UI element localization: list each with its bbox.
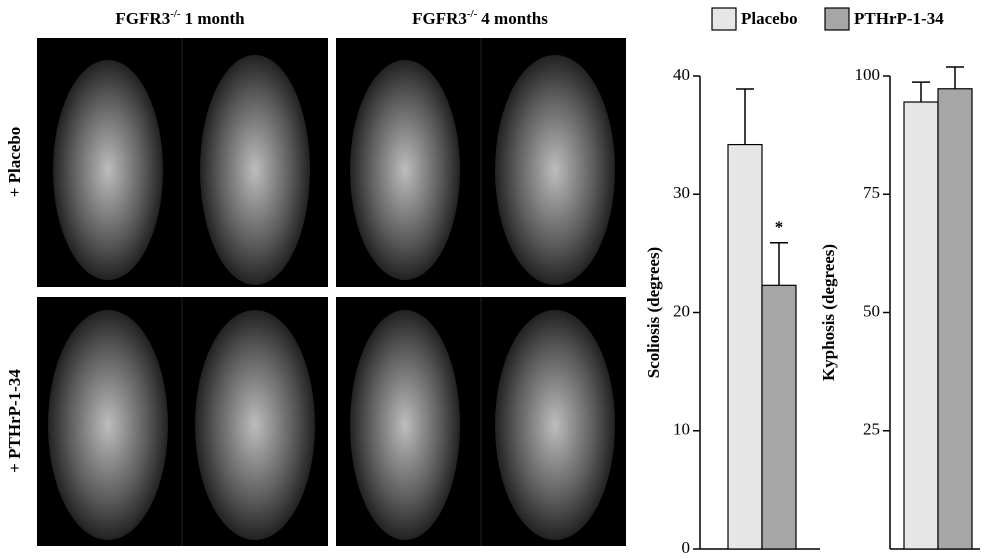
bar [903,101,939,550]
significance-marker: * [775,218,784,237]
y-tick-label: 75 [863,183,880,202]
y-tick-label: 25 [863,420,880,439]
legend-swatch [824,7,850,31]
xray [336,297,626,546]
xray [37,297,328,546]
y-tick-label: 20 [673,301,690,320]
bar [937,88,973,550]
y-tick-label: 0 [682,538,691,557]
y-tick-label: 30 [673,183,690,202]
legend-label: PTHrP-1-34 [854,9,944,28]
legend-swatch [711,7,737,31]
bar [727,143,763,550]
row-label: + Placebo [5,127,24,198]
xray [37,38,328,287]
column-title: FGFR3-/- 4 months [412,8,548,28]
y-tick-label: 40 [673,65,690,84]
y-tick-label: 50 [863,301,880,320]
bar [761,284,797,550]
row-label: + PTHrP-1-34 [5,369,24,473]
y-tick-label: 10 [673,420,690,439]
column-title: FGFR3-/- 1 month [115,8,245,28]
xray-panels [37,38,626,546]
y-axis-label: Scoliosis (degrees) [644,247,663,378]
legend-label: Placebo [741,9,798,28]
y-tick-label: 100 [855,65,881,84]
y-axis-label: Kyphosis (degrees) [819,244,838,381]
xray [336,38,626,287]
